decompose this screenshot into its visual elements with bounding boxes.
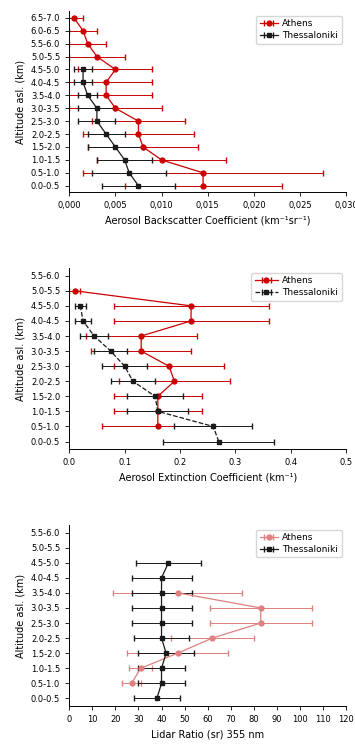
- Y-axis label: Altitude asl. (km): Altitude asl. (km): [15, 316, 25, 401]
- Y-axis label: Altitude asl. (km): Altitude asl. (km): [15, 573, 25, 658]
- Y-axis label: Altitude asl. (km): Altitude asl. (km): [15, 60, 25, 144]
- X-axis label: Aerosol Backscatter Coefficient (km⁻¹sr⁻¹): Aerosol Backscatter Coefficient (km⁻¹sr⁻…: [105, 216, 310, 226]
- X-axis label: Lidar Ratio (sr) 355 nm: Lidar Ratio (sr) 355 nm: [151, 729, 264, 739]
- Legend: Athens, Thessaloniki: Athens, Thessaloniki: [256, 16, 342, 44]
- X-axis label: Aerosol Extinction Coefficient (km⁻¹): Aerosol Extinction Coefficient (km⁻¹): [119, 473, 297, 482]
- Legend: Athens, Thessaloniki: Athens, Thessaloniki: [251, 273, 342, 300]
- Legend: Athens, Thessaloniki: Athens, Thessaloniki: [256, 529, 342, 557]
